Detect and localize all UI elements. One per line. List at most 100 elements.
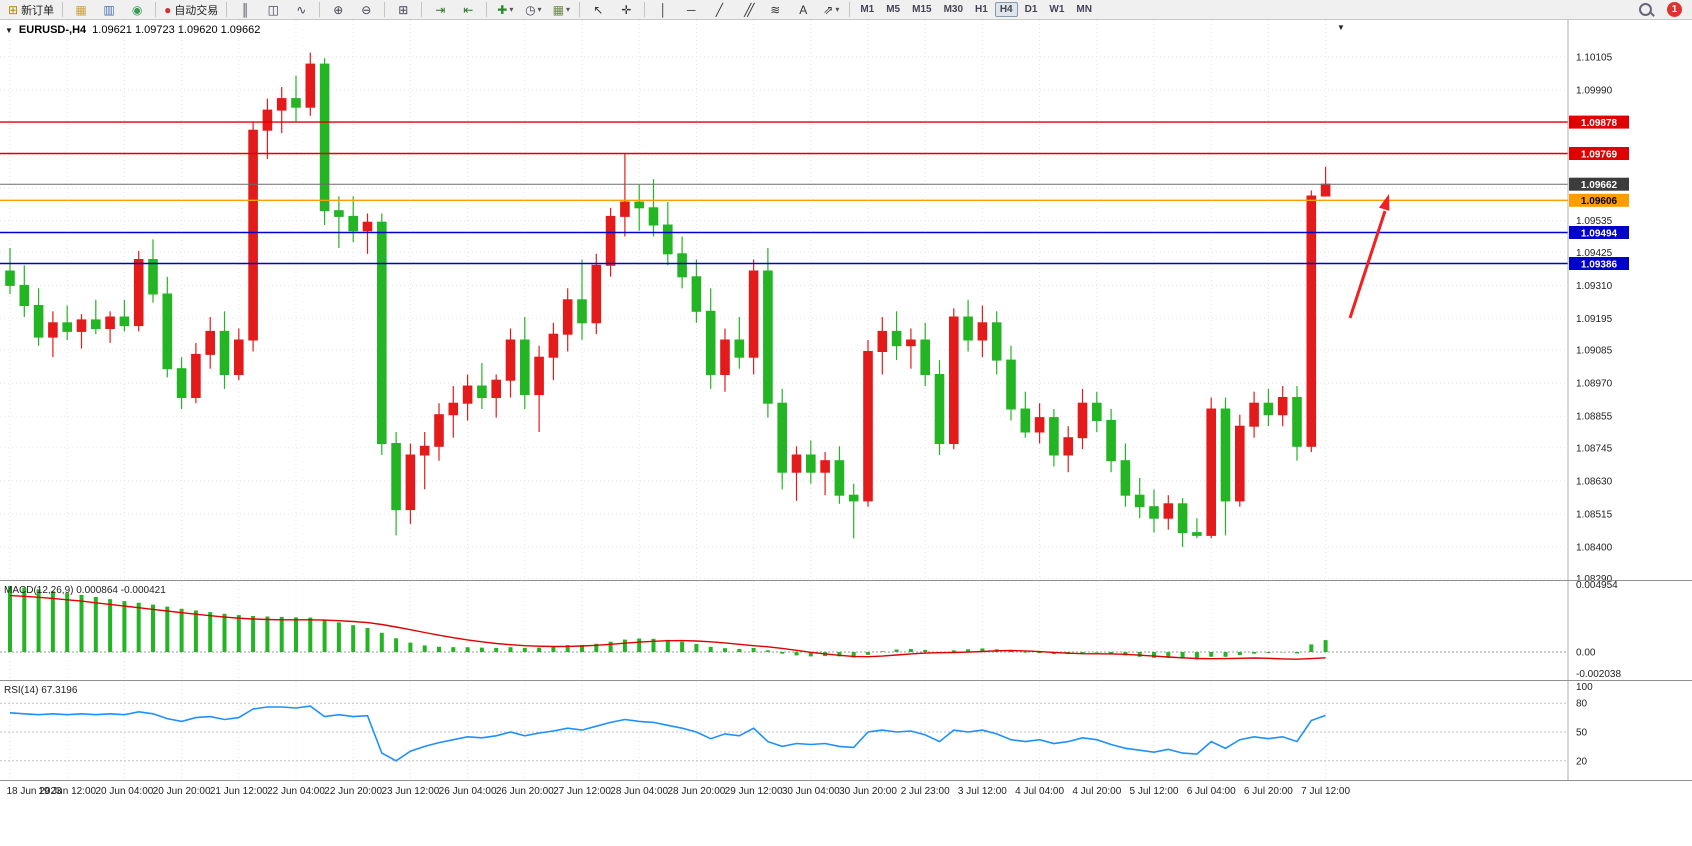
fibonacci-button[interactable]: ≋ — [762, 0, 788, 19]
new-order-icon: ⊞ — [8, 2, 19, 17]
candle-body — [319, 63, 330, 212]
price-badge — [1569, 147, 1629, 160]
data-window-button[interactable]: ◉ — [124, 0, 150, 19]
trend-arrow-annotation[interactable] — [1348, 194, 1390, 319]
periods-button[interactable]: ◷ ▾ — [520, 0, 546, 19]
zoom-in-button[interactable]: ⊕ — [325, 0, 351, 19]
chevron-down-icon: ▾ — [537, 5, 542, 14]
macd-signal-line — [9, 594, 1326, 660]
autotrading-button[interactable]: ● 自动交易 — [161, 0, 221, 19]
symbol-timeframe-label: EURUSD-,H4 — [18, 24, 87, 36]
candle-body — [19, 284, 30, 306]
trendline-button[interactable]: ╱ — [706, 0, 732, 19]
time-axis-label: 28 Jun 04:00 — [610, 786, 668, 797]
profiles-button[interactable]: ▥ — [96, 0, 122, 19]
timeframe-button-m5[interactable]: M5 — [886, 4, 901, 15]
timeframe-button-h4[interactable]: H4 — [994, 2, 1018, 17]
horizontal-line-button[interactable]: ─ — [678, 0, 704, 19]
crosshair-button[interactable]: ✛ — [613, 0, 639, 19]
candle-body — [276, 98, 287, 111]
candle-body — [1106, 420, 1116, 462]
candle-body — [520, 339, 530, 396]
search-button[interactable] — [1632, 0, 1658, 19]
price-axis-label: 1.09990 — [1576, 86, 1613, 97]
cursor-button[interactable]: ↖ — [585, 0, 611, 19]
notification-badge[interactable]: 1 — [1667, 2, 1682, 17]
timeframe-button-m1[interactable]: M1 — [860, 4, 875, 15]
rsi-axis-label: 100 — [1576, 682, 1593, 693]
panel-separator[interactable] — [0, 680, 1692, 681]
data-window-icon: ◉ — [131, 2, 143, 17]
candle-body — [176, 368, 187, 399]
candle-body — [405, 454, 416, 511]
candle-body — [62, 322, 73, 332]
candle-body — [234, 339, 244, 375]
chart-shift-icon: ⇤ — [463, 2, 474, 17]
candle-body — [1192, 532, 1202, 536]
macd-panel[interactable]: MACD(12,26,9) 0.000864 -0.000421 0.004954… — [0, 581, 1692, 680]
timeframe-button-h1[interactable]: H1 — [975, 4, 988, 15]
time-axis-label: 6 Jul 04:00 — [1187, 786, 1236, 797]
time-axis-label: 28 Jun 20:00 — [667, 786, 725, 797]
candle-body — [977, 322, 988, 341]
rsi-label: RSI(14) 67.3196 — [4, 685, 78, 696]
toolbar-separator — [62, 2, 64, 17]
price-badge-value: 1.09494 — [1581, 228, 1618, 239]
time-axis-label: 22 Jun 04:00 — [267, 786, 325, 797]
line-chart-button[interactable]: ∿ — [288, 0, 314, 19]
tile-windows-button[interactable]: ⊞ — [390, 0, 416, 19]
candle-body — [91, 319, 101, 329]
templates-button[interactable]: ▦ ▾ — [548, 0, 574, 19]
autotrading-button-label: 自动交易 — [174, 4, 219, 17]
time-axis-label: 6 Jul 20:00 — [1244, 786, 1293, 797]
timeframe-button-w1[interactable]: W1 — [1049, 4, 1065, 15]
rsi-panel[interactable]: RSI(14) 67.3196 100 80 50 20 — [0, 681, 1692, 780]
panel-separator[interactable] — [0, 580, 1692, 581]
time-axis-label: 2 Jul 23:00 — [901, 786, 950, 797]
chart-shift-button[interactable]: ⇤ — [455, 0, 481, 19]
chart-title: ▼ EURUSD-,H4 1.09621 1.09723 1.09620 1.0… — [5, 24, 260, 36]
charts-button[interactable]: ▦ — [68, 0, 94, 19]
candlestick-chart-button[interactable]: ◫ — [260, 0, 286, 19]
candle-body — [148, 259, 158, 295]
chart-shift-marker[interactable]: ▼ — [1337, 23, 1345, 32]
vertical-line-button[interactable]: │ — [650, 0, 676, 19]
candle-body — [462, 385, 473, 404]
price-axis-label: 1.08630 — [1576, 476, 1613, 487]
candle-body — [605, 215, 616, 266]
price-axis-label: 1.09535 — [1576, 216, 1613, 227]
timeframe-button-m30[interactable]: M30 — [943, 4, 964, 15]
channel-button[interactable]: ╱╱ — [734, 0, 760, 19]
candle-body — [1149, 506, 1159, 519]
one-click-trading-toggle[interactable]: ▼ — [5, 25, 13, 35]
time-axis-label: 27 Jun 12:00 — [553, 786, 611, 797]
timeframe-button-m15[interactable]: M15 — [912, 4, 932, 15]
bar-chart-button[interactable]: ║ — [232, 0, 258, 19]
new-order-button[interactable]: ⊞ 新订单 — [5, 0, 57, 19]
toolbar-separator — [644, 2, 646, 17]
auto-scroll-button[interactable]: ⇥ — [427, 0, 453, 19]
timeframe-button-mn[interactable]: MN — [1076, 4, 1092, 15]
time-axis-label: 7 Jul 12:00 — [1301, 786, 1350, 797]
candle-body — [391, 443, 401, 511]
main-chart-plot[interactable]: 1.10105 1.09990 1.09535 1.09425 1.09310 1.091… — [0, 20, 1692, 580]
time-axis-label: 29 Jun 12:00 — [725, 786, 783, 797]
candle-body — [205, 330, 215, 355]
candle-body — [691, 276, 702, 312]
timeframe-button-d1[interactable]: D1 — [1024, 4, 1038, 15]
arrows-button[interactable]: ⇗ ▾ — [818, 0, 844, 19]
candle-body — [820, 460, 830, 473]
price-axis-label: 1.09425 — [1576, 248, 1613, 259]
text-button[interactable]: A — [790, 0, 816, 19]
indicators-button[interactable]: ✚ ▾ — [492, 0, 518, 19]
profiles-icon: ▥ — [103, 2, 115, 17]
time-axis-label: 18 Jun 2023 — [6, 786, 61, 797]
candle-body — [1263, 402, 1274, 416]
zoom-out-button[interactable]: ⊖ — [353, 0, 379, 19]
price-badge-value: 1.09769 — [1581, 149, 1618, 160]
candle-body — [705, 310, 716, 375]
candle-body — [419, 445, 430, 456]
candle-body — [949, 316, 959, 444]
candle-body — [133, 259, 144, 327]
